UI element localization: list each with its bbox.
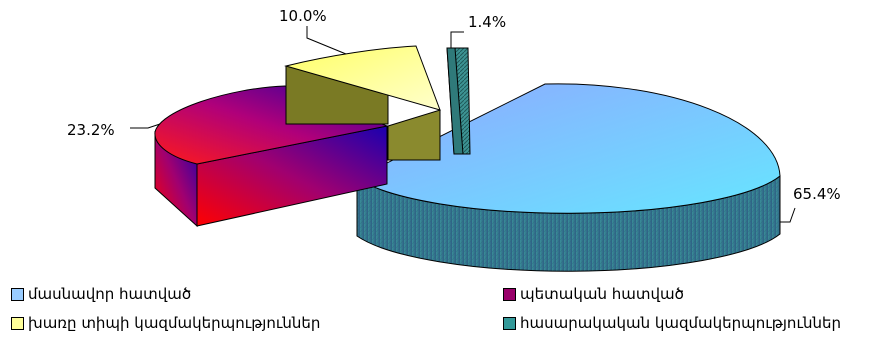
data-label-state: 23.2% xyxy=(67,121,115,139)
legend-swatch xyxy=(503,316,516,330)
legend-label: մասնավոր հատված xyxy=(28,285,192,303)
slice-mixed-organizations xyxy=(284,45,441,161)
legend-label: պետական հատված xyxy=(520,285,684,303)
legend-swatch xyxy=(503,287,516,301)
legend-label: հասարակական կազմակերպություններ xyxy=(520,314,841,332)
pie-chart: 10.0% 1.4% 23.2% 65.4% xyxy=(67,7,841,272)
legend-item-public: հասարակական կազմակերպություններ xyxy=(503,311,841,335)
leader-lines xyxy=(130,26,796,223)
data-label-private: 65.4% xyxy=(793,185,841,203)
legend-swatch xyxy=(11,316,24,330)
slice-public-organizations xyxy=(446,47,471,155)
data-label-public: 1.4% xyxy=(468,13,506,31)
slice-private-sector xyxy=(356,83,781,272)
legend: մասնավոր հատված պետական հատված խառը տիպի… xyxy=(0,276,893,337)
data-label-mixed: 10.0% xyxy=(279,7,327,25)
legend-label: խառը տիպի կազմակերպություններ xyxy=(28,314,321,332)
legend-item-mixed: խառը տիպի կազմակերպություններ xyxy=(11,311,320,335)
legend-item-state: պետական հատված xyxy=(503,282,684,306)
legend-item-private: մասնավոր հատված xyxy=(11,282,191,306)
legend-swatch xyxy=(11,287,24,301)
